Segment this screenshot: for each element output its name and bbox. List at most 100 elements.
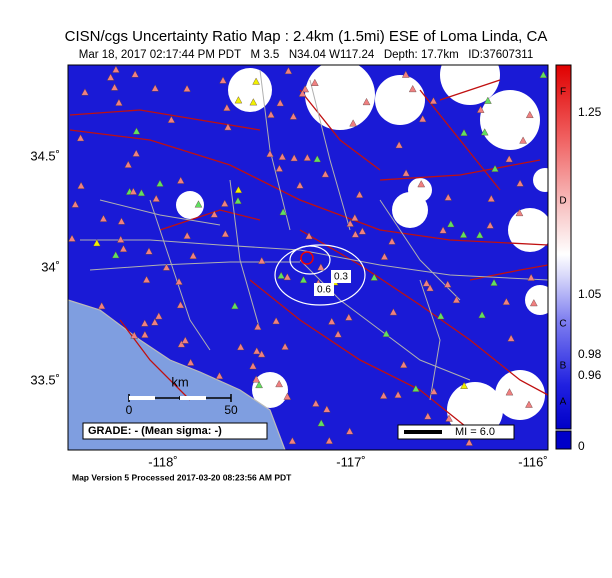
- station: [176, 176, 185, 184]
- station: [344, 313, 353, 321]
- station: [117, 217, 126, 225]
- colorbar: [555, 64, 572, 430]
- station: [539, 70, 548, 79]
- station: [210, 210, 219, 218]
- station: [478, 310, 486, 319]
- lon-label: -117˚: [336, 454, 365, 469]
- station: [281, 342, 289, 350]
- station: [525, 400, 533, 408]
- station: [132, 149, 141, 157]
- mi-label: MI = 6.0: [455, 426, 495, 438]
- title: CISN/cgs Uncertainty Ratio Map : 2.4km (…: [65, 28, 548, 45]
- station: [272, 317, 280, 325]
- contours: [274, 244, 366, 306]
- station: [401, 70, 410, 78]
- contour-label-box: [314, 283, 334, 296]
- station: [527, 273, 535, 281]
- station: [519, 136, 527, 144]
- station: [97, 302, 106, 310]
- lat-label: 33.5˚: [30, 372, 60, 387]
- station: [349, 119, 357, 127]
- grade-letter: A: [560, 397, 567, 408]
- station: [382, 329, 391, 337]
- station: [444, 193, 453, 201]
- station: [484, 96, 492, 104]
- station: [249, 362, 257, 370]
- station: [194, 200, 203, 208]
- colorbar-zero: [555, 430, 572, 450]
- station: [152, 194, 161, 202]
- station: [310, 78, 319, 86]
- scale-segment: [129, 396, 155, 400]
- station: [255, 380, 263, 389]
- station: [110, 83, 119, 91]
- station: [276, 99, 285, 107]
- station: [422, 279, 431, 287]
- station: [267, 110, 275, 118]
- station: [119, 244, 128, 252]
- station: [137, 188, 146, 197]
- station: [124, 160, 133, 168]
- station: [436, 312, 445, 320]
- grade-letter: D: [559, 196, 566, 207]
- grade-box: [82, 422, 268, 440]
- station: [219, 76, 227, 84]
- station: [459, 230, 468, 238]
- contour-label-box: [331, 270, 351, 283]
- station: [296, 181, 304, 189]
- station: [429, 96, 438, 105]
- lat-label: 34˚: [41, 259, 60, 274]
- grade-letter: C: [559, 319, 566, 330]
- station: [183, 84, 191, 92]
- grade: GRADE: - (Mean sigma: -): [88, 425, 222, 437]
- station: [346, 219, 355, 227]
- station: [289, 112, 298, 120]
- station: [317, 263, 325, 271]
- lon-label: -118˚: [148, 454, 177, 469]
- stations: [68, 65, 548, 446]
- lon-label: -116˚: [518, 454, 547, 469]
- station: [76, 134, 85, 142]
- station: [221, 229, 230, 238]
- station: [176, 301, 185, 309]
- station: [334, 330, 342, 338]
- station: [358, 227, 367, 235]
- station: [525, 110, 534, 118]
- station: [327, 317, 336, 325]
- station: [362, 97, 371, 106]
- station: [154, 312, 163, 320]
- colorbar-value: 1.25: [578, 105, 602, 119]
- station: [430, 387, 438, 395]
- scale-unit: km: [171, 374, 188, 389]
- station: [130, 331, 139, 339]
- station: [476, 105, 485, 113]
- station: [186, 358, 195, 366]
- station: [298, 89, 307, 97]
- station: [301, 85, 310, 93]
- station: [279, 208, 288, 216]
- ocean: [68, 300, 285, 450]
- station: [220, 199, 229, 207]
- grade-letter: F: [560, 87, 566, 98]
- station: [502, 297, 511, 305]
- colorbar-value: 0.98: [578, 347, 602, 361]
- station: [278, 152, 287, 160]
- station: [490, 278, 498, 286]
- station: [150, 318, 159, 326]
- station: [215, 371, 224, 380]
- station: [355, 190, 364, 198]
- station: [486, 221, 495, 229]
- station: [81, 88, 89, 96]
- station: [145, 247, 153, 255]
- station: [257, 256, 266, 264]
- station: [283, 273, 292, 281]
- station: [252, 347, 261, 355]
- station: [505, 388, 514, 396]
- station: [68, 234, 76, 242]
- station: [106, 73, 115, 81]
- station: [266, 149, 274, 158]
- subtitle: Mar 18, 2017 02:17:44 PM PDT M 3.5 N34.0…: [79, 49, 534, 61]
- station: [460, 381, 468, 389]
- station: [445, 414, 453, 422]
